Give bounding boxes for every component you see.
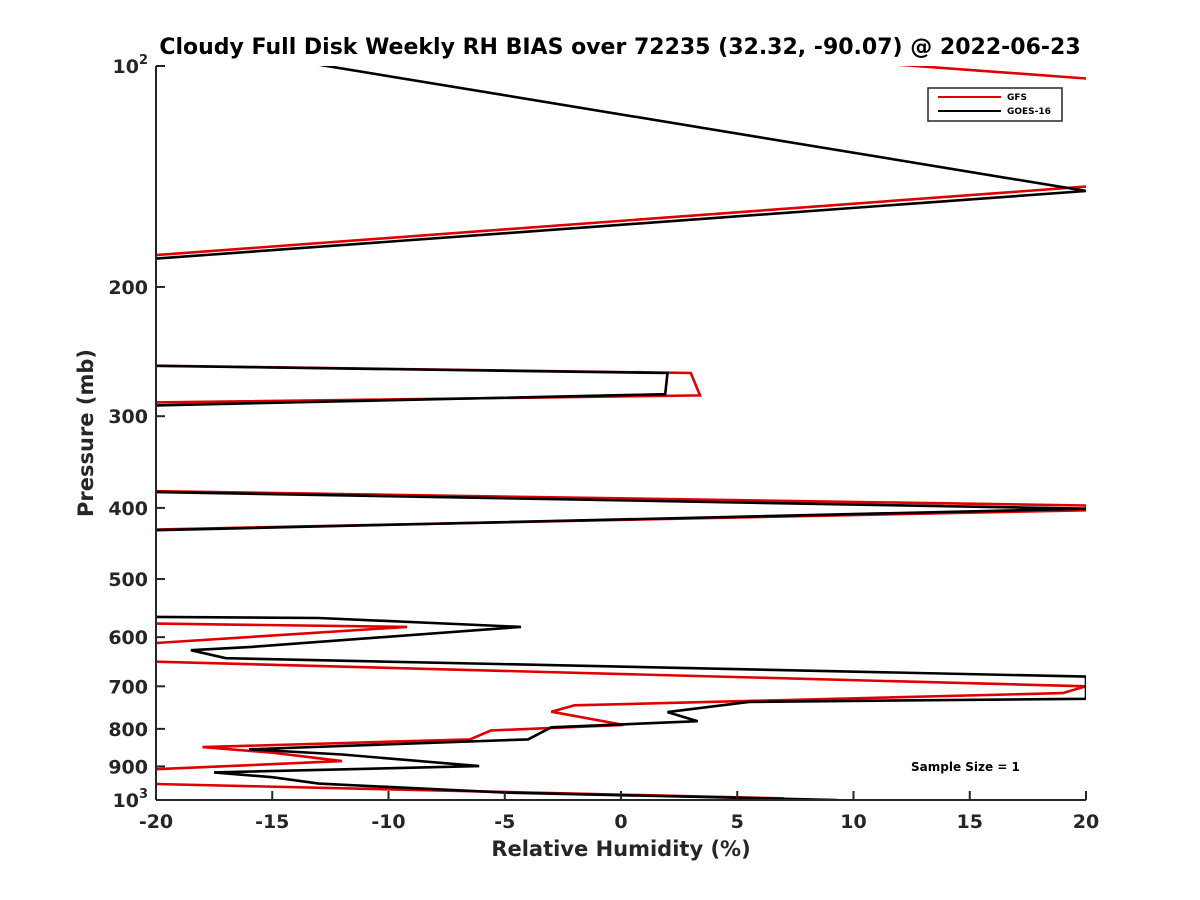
y-tick-label: 200 <box>108 277 148 299</box>
x-tick-label: 5 <box>731 811 744 833</box>
x-tick-label: -15 <box>255 811 289 833</box>
y-tick-label: 300 <box>108 406 148 428</box>
legend-label-goes-16: GOES-16 <box>1007 107 1051 117</box>
x-tick-label: -5 <box>494 811 515 833</box>
x-tick-label: -10 <box>371 811 405 833</box>
y-tick-label: 600 <box>108 627 148 649</box>
y-tick-label: 102 <box>113 53 149 78</box>
y-tick-label: 800 <box>108 719 148 741</box>
y-tick-label: 400 <box>108 498 148 520</box>
y-tick-label: 103 <box>113 787 149 812</box>
legend: GFS GOES-16 <box>927 87 1063 122</box>
y-axis-ticks: 102 200 300 400 500 600 700 800 900 103 <box>108 53 165 812</box>
x-tick-label: 0 <box>614 811 627 833</box>
series-layer <box>156 66 1086 800</box>
x-tick-label: 20 <box>1073 811 1099 833</box>
x-axis-ticks: -20 -15 -10 -5 0 5 10 15 20 <box>139 791 1099 833</box>
sample-size-annotation: Sample Size = 1 <box>911 760 1020 774</box>
x-tick-label: -20 <box>139 811 173 833</box>
legend-label-gfs: GFS <box>1007 93 1027 103</box>
series-line-gfs <box>156 66 1086 800</box>
y-tick-label: 500 <box>108 569 148 591</box>
x-axis-label: Relative Humidity (%) <box>491 837 750 861</box>
legend-box <box>927 87 1063 122</box>
x-tick-label: 10 <box>840 811 866 833</box>
y-axis-label: Pressure (mb) <box>74 349 98 517</box>
chart-title: Cloudy Full Disk Weekly RH BIAS over 722… <box>159 35 1080 60</box>
y-tick-label: 700 <box>108 676 148 698</box>
x-tick-label: 15 <box>957 811 983 833</box>
y-tick-label: 900 <box>108 756 148 778</box>
series-line-goes-16 <box>156 66 1086 800</box>
